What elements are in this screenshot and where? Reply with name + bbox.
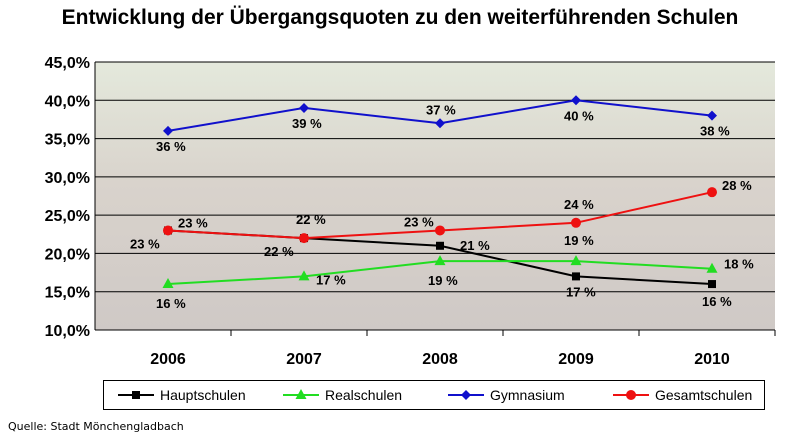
x-tick-label: 2010: [694, 351, 730, 368]
x-tick-label: 2008: [422, 351, 458, 368]
legend-swatch: [613, 390, 649, 400]
y-tick-label: 15,0%: [45, 285, 90, 302]
point-gymnasium: [435, 118, 445, 129]
point-gesamtschulen: [299, 233, 309, 244]
y-tick-label: 45,0%: [45, 55, 90, 72]
x-tick-label: 2007: [286, 351, 322, 368]
data-label-gesamtschulen: 23 %: [404, 214, 434, 229]
point-gesamtschulen: [163, 225, 173, 236]
point-gesamtschulen: [435, 225, 445, 236]
y-tick-label: 20,0%: [45, 246, 90, 263]
legend-label: Realschulen: [325, 387, 403, 403]
data-label-gymnasium: 40 %: [564, 108, 594, 123]
y-tick-label: 40,0%: [45, 93, 90, 110]
point-gesamtschulen: [571, 217, 581, 228]
legend-swatch: [118, 391, 154, 399]
x-tick-label: 2006: [150, 351, 186, 368]
data-label-realschulen: 17 %: [316, 272, 346, 287]
data-label-gesamtschulen: 28 %: [722, 178, 752, 193]
point-gymnasium: [571, 95, 581, 106]
data-label-gymnasium: 39 %: [292, 116, 322, 131]
data-label-gesamtschulen: 23 %: [178, 215, 208, 230]
point-hauptschulen: [708, 280, 716, 289]
data-label-gesamtschulen: 22 %: [296, 212, 326, 227]
legend-item-gymnasium: Gymnasium: [434, 387, 599, 403]
data-label-gymnasium: 36 %: [156, 139, 186, 154]
y-tick-label: 25,0%: [45, 208, 90, 225]
data-label-hauptschulen: 17 %: [566, 284, 596, 299]
data-label-hauptschulen: 23 %: [130, 236, 160, 251]
point-gesamtschulen: [707, 187, 717, 198]
data-label-hauptschulen: 21 %: [460, 238, 490, 253]
y-tick-label: 35,0%: [45, 132, 90, 149]
data-label-gymnasium: 37 %: [426, 102, 456, 117]
plot-area: [95, 62, 775, 330]
point-hauptschulen: [436, 241, 444, 250]
point-realschulen: [298, 270, 310, 281]
point-realschulen: [162, 278, 174, 289]
legend-label: Gesamtschulen: [655, 387, 753, 403]
point-realschulen: [434, 255, 446, 266]
legend: Hauptschulen Realschulen Gymnasium Gesamtsc…: [103, 380, 765, 410]
legend-item-realschulen: Realschulen: [269, 387, 434, 403]
legend-item-hauptschulen: Hauptschulen: [104, 387, 269, 403]
point-realschulen: [570, 255, 582, 266]
legend-swatch: [283, 389, 319, 399]
data-label-gymnasium: 38 %: [700, 124, 730, 139]
data-label-realschulen: 19 %: [428, 273, 458, 288]
line-chart: 10,0% 15,0% 20,0% 25,0% 30,0% 35,0% 40,0% 45,0%…: [45, 55, 776, 368]
legend-swatch: [448, 390, 484, 400]
point-hauptschulen: [572, 272, 580, 281]
source-note: Quelle: Stadt Mönchengladbach: [8, 420, 184, 433]
point-gymnasium: [299, 102, 309, 113]
x-tick-label: 2009: [558, 351, 594, 368]
legend-label: Gymnasium: [490, 387, 565, 403]
point-realschulen: [706, 262, 718, 273]
chart-title: Entwicklung der Übergangsquoten zu den w…: [61, 6, 739, 29]
point-gymnasium: [163, 125, 173, 136]
data-label-hauptschulen: 22 %: [264, 244, 294, 259]
data-label-realschulen: 19 %: [564, 233, 594, 248]
y-tick-label: 30,0%: [45, 170, 90, 187]
data-label-realschulen: 16 %: [156, 296, 186, 311]
legend-item-gesamtschulen: Gesamtschulen: [599, 387, 764, 403]
data-label-hauptschulen: 16 %: [702, 294, 732, 309]
y-tick-label: 10,0%: [45, 323, 90, 340]
data-label-gesamtschulen: 24 %: [564, 197, 594, 212]
point-gymnasium: [707, 110, 717, 121]
data-label-realschulen: 18 %: [724, 257, 754, 272]
legend-label: Hauptschulen: [160, 387, 246, 403]
